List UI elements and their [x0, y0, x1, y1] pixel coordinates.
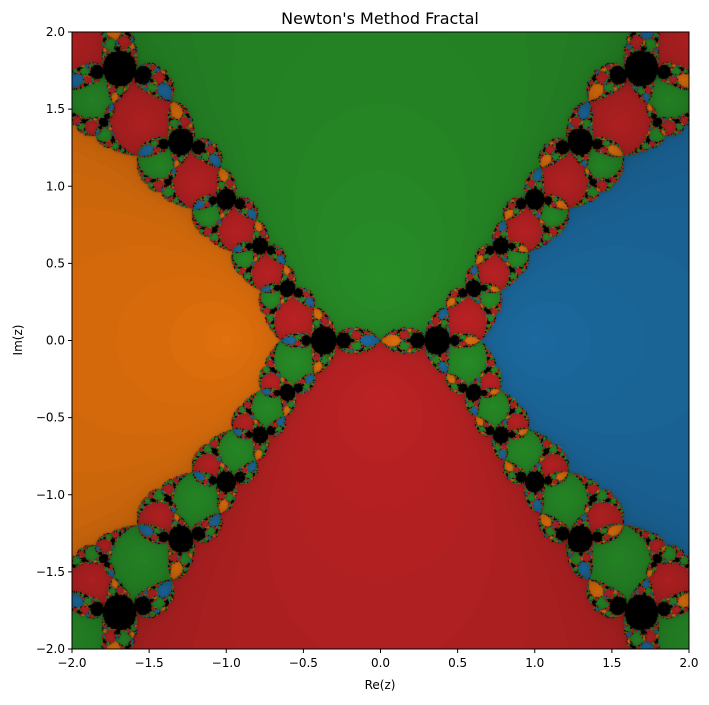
chart-title: Newton's Method Fractal [281, 9, 479, 28]
x-tick-label: 1.0 [525, 656, 544, 670]
x-tick-label: 0.0 [371, 656, 390, 670]
y-tick-label: −1.0 [36, 488, 65, 502]
y-tick-label: −1.5 [36, 565, 65, 579]
x-tick-label: −2.0 [57, 656, 86, 670]
y-tick-label: 0.0 [46, 334, 65, 348]
y-tick-label: 1.5 [46, 102, 65, 116]
y-tick-label: 2.0 [46, 25, 65, 39]
x-axis: −2.0 −1.5 −1.0 −0.5 0.0 0.5 1.0 1.5 2.0 [57, 649, 699, 670]
y-tick-label: −0.5 [36, 411, 65, 425]
x-tick-label: −1.0 [212, 656, 241, 670]
y-tick-label: 1.0 [46, 179, 65, 193]
x-tick-label: 2.0 [679, 656, 698, 670]
x-tick-label: 1.5 [602, 656, 621, 670]
x-tick-label: 0.5 [448, 656, 467, 670]
x-axis-label: Re(z) [365, 678, 396, 692]
plot-area [71, 31, 690, 650]
y-axis-label: Im(z) [11, 325, 25, 356]
x-tick-label: −0.5 [289, 656, 318, 670]
y-tick-label: −2.0 [36, 642, 65, 656]
fractal-heatmap [72, 32, 689, 649]
x-tick-label: −1.5 [135, 656, 164, 670]
y-tick-label: 0.5 [46, 256, 65, 270]
y-axis: −2.0 −1.5 −1.0 −0.5 0.0 0.5 1.0 1.5 2.0 [36, 25, 72, 656]
